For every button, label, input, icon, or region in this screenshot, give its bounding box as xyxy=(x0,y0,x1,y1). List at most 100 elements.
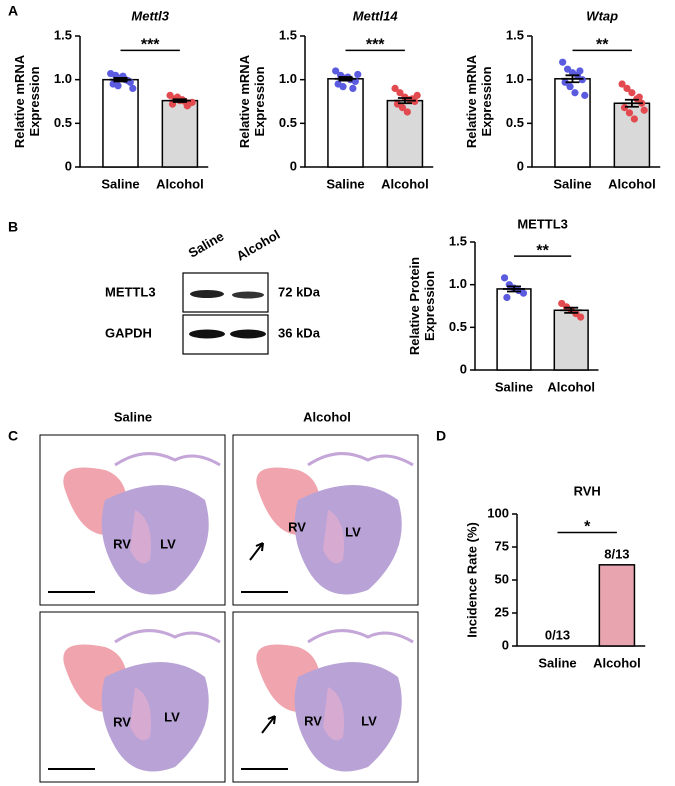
region-label: RV xyxy=(113,714,131,729)
y-tick-label: 75 xyxy=(495,538,509,553)
x-tick-label: Alcohol xyxy=(608,176,656,191)
size-label: 36 kDa xyxy=(278,325,321,340)
y-axis-label: Expression xyxy=(479,66,494,136)
x-tick-label: Saline xyxy=(495,379,533,394)
y-tick-label: 1.0 xyxy=(54,71,72,86)
region-label: LV xyxy=(345,524,361,539)
band xyxy=(189,329,225,339)
data-point xyxy=(503,293,511,302)
y-tick-label: 1.5 xyxy=(54,27,72,42)
region-label: RV xyxy=(113,536,131,551)
data-point xyxy=(561,78,569,86)
data-point xyxy=(339,83,347,91)
x-tick-label: Alcohol xyxy=(156,176,204,191)
y-tick-label: 1.0 xyxy=(506,71,524,86)
y-tick-label: 1.5 xyxy=(449,233,467,248)
bar xyxy=(386,99,424,168)
y-tick-label: 50 xyxy=(495,571,509,586)
y-tick-label: 0 xyxy=(290,158,297,173)
data-point xyxy=(354,70,362,79)
size-label: 72 kDa xyxy=(278,284,321,299)
data-point xyxy=(640,106,648,114)
data-point xyxy=(500,274,509,282)
y-tick-label: 0 xyxy=(65,158,72,173)
x-tick-label: Saline xyxy=(538,655,576,670)
arrow xyxy=(249,542,264,561)
error-bar xyxy=(168,98,191,103)
region-label: LV xyxy=(160,536,176,551)
arrow xyxy=(261,715,276,734)
value-label: 0/13 xyxy=(545,627,570,642)
x-tick-label: Saline xyxy=(101,176,139,191)
data-point xyxy=(398,104,407,112)
panel-letter: D xyxy=(436,428,446,444)
data-point xyxy=(571,89,579,97)
chart-title: Mettl3 xyxy=(131,8,169,23)
x-tick-label: Saline xyxy=(553,176,591,191)
data-point xyxy=(413,91,421,99)
data-point xyxy=(630,115,638,123)
region-label: RV xyxy=(304,713,322,728)
band xyxy=(232,291,264,299)
bar xyxy=(327,78,364,168)
x-tick-label: Alcohol xyxy=(593,655,641,670)
row-label: METTL3 xyxy=(105,284,156,299)
data-point xyxy=(625,109,634,117)
western-blot: Saline Alcohol METTL3 GAPDH 72 kDa 36 kD… xyxy=(105,227,321,355)
chart-title: METTL3 xyxy=(517,216,568,231)
y-tick-label: 0.5 xyxy=(54,115,72,130)
data-point xyxy=(620,104,629,112)
row-label: GAPDH xyxy=(105,325,152,340)
band xyxy=(190,290,224,298)
column-label: Alcohol xyxy=(303,409,351,424)
data-point xyxy=(391,84,399,92)
error-bar xyxy=(620,98,643,108)
y-tick-label: 0 xyxy=(502,637,509,652)
data-point xyxy=(576,67,584,75)
y-tick-label: 0 xyxy=(460,361,467,376)
error-bar xyxy=(560,306,583,314)
data-point xyxy=(623,84,631,92)
data-point xyxy=(129,84,137,92)
significance: ** xyxy=(536,242,549,259)
chart-title: RVH xyxy=(574,483,601,498)
y-axis-label: Relative mRNA xyxy=(12,54,27,148)
y-axis-label: Relative mRNA xyxy=(464,54,479,148)
error-bar xyxy=(393,97,416,105)
y-axis-label: Expression xyxy=(252,66,267,136)
y-tick-label: 1.5 xyxy=(279,27,297,42)
significance: ** xyxy=(596,37,609,54)
panel-letter: A xyxy=(8,3,18,19)
lane-label: Saline xyxy=(186,228,227,260)
y-axis-label: Expression xyxy=(27,66,42,136)
value-label: 8/13 xyxy=(604,546,629,561)
y-tick-label: 0 xyxy=(517,158,524,173)
column-label: Saline xyxy=(114,409,152,424)
chart-title: Mettl14 xyxy=(353,8,399,23)
y-tick-label: 1.5 xyxy=(506,27,524,42)
data-point xyxy=(559,58,567,66)
chart-title: Wtap xyxy=(586,8,618,23)
y-tick-label: 25 xyxy=(495,604,509,619)
significance: *** xyxy=(366,37,385,54)
y-tick-label: 1.0 xyxy=(449,276,467,291)
data-point xyxy=(349,84,357,92)
x-tick-label: Alcohol xyxy=(547,379,595,394)
error-bar xyxy=(503,285,525,293)
error-bar xyxy=(109,77,132,83)
y-axis-label: Expression xyxy=(422,271,437,341)
y-axis-label: Incidence Rate (%) xyxy=(464,522,479,638)
data-point xyxy=(332,67,340,75)
y-axis-label: Relative Protein xyxy=(407,257,422,355)
x-tick-label: Alcohol xyxy=(381,176,429,191)
x-tick-label: Saline xyxy=(326,176,364,191)
data-point xyxy=(403,108,411,116)
band xyxy=(230,329,266,339)
region-label: LV xyxy=(164,709,180,724)
y-tick-label: 0.5 xyxy=(506,115,524,130)
significance: * xyxy=(584,519,591,536)
data-point xyxy=(618,80,626,88)
data-point xyxy=(581,91,589,99)
data-point xyxy=(628,89,636,97)
